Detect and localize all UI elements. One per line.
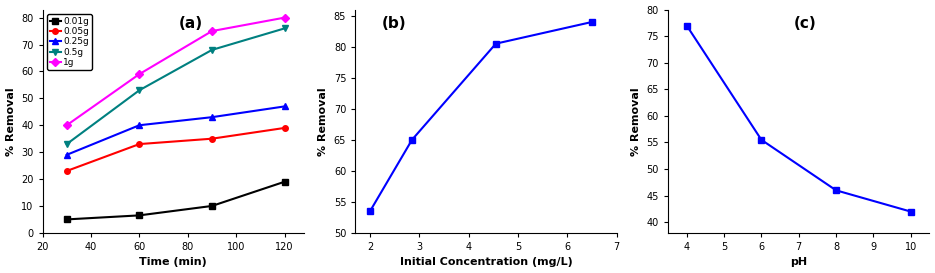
X-axis label: pH: pH <box>790 257 807 268</box>
Y-axis label: % Removal: % Removal <box>631 87 640 156</box>
0.25g <box>134 124 145 127</box>
0.25g <box>61 153 72 156</box>
1g <box>279 16 290 19</box>
0.01g <box>134 214 145 217</box>
Text: (c): (c) <box>794 16 816 31</box>
0.05g <box>279 126 290 130</box>
1g <box>134 73 145 76</box>
Y-axis label: % Removal: % Removal <box>6 87 16 156</box>
0.5g <box>207 48 218 52</box>
Legend: 0.01g, 0.05g, 0.25g, 0.5g, 1g: 0.01g, 0.05g, 0.25g, 0.5g, 1g <box>47 14 92 70</box>
1g <box>207 29 218 33</box>
0.01g <box>61 218 72 221</box>
0.01g <box>207 204 218 207</box>
0.5g <box>61 143 72 146</box>
0.25g <box>207 115 218 119</box>
Line: 0.25g: 0.25g <box>64 104 287 158</box>
Line: 1g: 1g <box>64 15 287 128</box>
0.05g <box>61 169 72 173</box>
X-axis label: Initial Concentration (mg/L): Initial Concentration (mg/L) <box>399 257 572 268</box>
Line: 0.5g: 0.5g <box>64 26 287 147</box>
0.05g <box>134 143 145 146</box>
0.25g <box>279 105 290 108</box>
1g <box>61 124 72 127</box>
Line: 0.05g: 0.05g <box>64 125 287 174</box>
0.5g <box>279 27 290 30</box>
Text: (b): (b) <box>381 16 406 31</box>
X-axis label: Time (min): Time (min) <box>139 257 208 268</box>
0.05g <box>207 137 218 140</box>
0.01g <box>279 180 290 183</box>
Y-axis label: % Removal: % Removal <box>318 87 328 156</box>
Text: (a): (a) <box>179 16 203 31</box>
Line: 0.01g: 0.01g <box>64 179 287 222</box>
0.5g <box>134 89 145 92</box>
